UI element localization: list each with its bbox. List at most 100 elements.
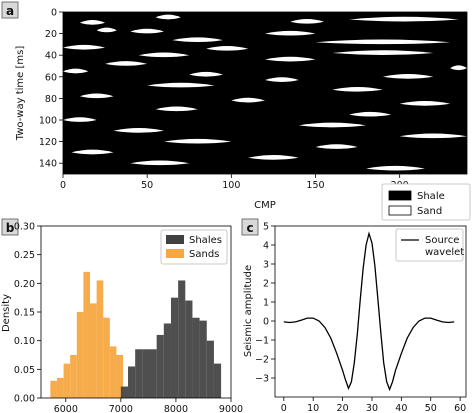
panel-c-xtick-label: 40 [395,403,407,413]
shales-histogram-bar [178,280,186,398]
sand-lens [138,52,190,58]
panel-c-label-box [241,218,259,236]
panel-a-xlabel: CMP [254,200,276,211]
sand-lens [231,97,265,103]
sands-histogram-bar [63,363,71,398]
panel-a-label: a [6,4,14,18]
sand-lens [382,74,434,79]
panel-b: b 6000 7000 8000 9000 0.00 0.05 0.10 0.15 0.20 0… [1,218,243,413]
panel-a-ytick-label: 40 [45,51,57,62]
legend-label-shale: Shale [417,191,445,202]
panel-a-ytick-label: 120 [39,137,57,148]
sands-histogram-bar [70,355,77,398]
sands-histogram-bar [76,312,84,398]
panel-b-label-box [1,218,19,236]
panel-b-label: b [6,221,15,235]
panel-a-xtick-label: 100 [222,180,240,191]
sand-lens [349,111,392,117]
panel-a-xtick-label: 50 [141,180,153,191]
legend-swatch-shale [388,190,412,201]
sands-histogram-bar [90,303,97,398]
panel-c-frame [274,225,467,398]
legend-label-sand: Sand [417,206,442,217]
sand-lens [155,106,198,112]
sand-lens [248,155,299,160]
sand-lens [315,144,358,149]
panel-c-xtick-label: 20 [337,403,349,413]
sand-lens [366,165,425,171]
sands-histogram-bar [83,271,91,398]
panel-c-ytick-label: 3 [263,260,269,271]
panel-b-legend: Shales Sands [160,229,228,265]
sand-lens [399,101,451,106]
shales-histogram-bar [192,317,200,398]
sand-lens [147,82,215,88]
sand-lens [63,44,106,50]
panel-c-xtick-label: 10 [307,403,319,413]
shales-histogram-bar [185,300,193,398]
panel-b-ytick-label: 0.05 [14,365,35,376]
panel-b-ylabel: Density [1,294,12,332]
panel-c-xtick-label: 60 [454,403,466,413]
panel-a-frame [62,11,468,175]
sands-histogram-bar [103,317,110,398]
legend-label-shales: Shales [189,235,222,246]
panel-c-ylabel: Seismic amplitude [243,265,254,357]
panel-c-legend: Source wavelet [395,228,464,262]
sand-lens [105,61,148,66]
sand-lens [332,50,434,55]
panel-b-ytick-label: 0.20 [14,279,35,290]
panel-b-ytick-label: 0.10 [14,336,35,347]
panel-a-ytick-label: 0 [51,8,57,19]
panel-a-ytick-label: 100 [39,116,57,127]
sand-lens [155,14,181,20]
panel-c-xtick-label: 0 [281,403,287,413]
panel-c-ytick-label: 5 [263,222,269,233]
panel-a-ylabel: Two-way time [ms] [15,46,26,142]
source-wavelet-line [283,231,455,392]
sand-lens [206,45,249,51]
panel-a-ytick-label: 140 [39,159,57,170]
sand-lens [130,160,190,166]
panel-a-ytick-label: 80 [45,94,57,105]
shales-histogram-bar [170,297,179,398]
sand-lens [164,138,232,144]
panel-c: c 0 10 20 30 40 50 60 −3 −2 −1 0 1 2 3 4 5 Seismic amp… [241,218,467,413]
sand-lens [349,16,459,22]
panel-b-xtick-label: 8000 [164,404,188,413]
sand-lens [290,18,324,24]
shales-histogram-bar [142,349,150,398]
panel-b-ytick-label: 0.00 [14,394,35,405]
panel-c-ytick-label: 4 [263,241,269,252]
shale-background [63,12,467,174]
legend-label-wavelet: wavelet [425,247,464,258]
sand-lens [399,133,467,139]
panel-c-ytick-label: 0 [263,317,269,328]
panel-a-label-box [1,1,19,19]
panel-c-ytick-label: 2 [263,279,269,290]
shales-histogram-bar [199,320,207,398]
legend-swatch-sands [166,249,184,258]
sand-lens [265,30,316,36]
panel-c-ytick-label: −1 [255,336,269,347]
sand-lens [79,20,106,25]
sand-lens [113,128,164,133]
panel-c-xtick-label: 50 [425,403,437,413]
panel-a-legend: Shale Sand [381,183,471,221]
panel-c-legend-box [395,228,464,262]
sand-lens [189,71,223,77]
panel-b-xtick-label: 7000 [109,404,133,413]
sand-lens [332,87,383,92]
sand-lens [79,93,114,99]
shales-histogram-bar [128,366,136,398]
sand-lens [265,56,316,62]
shales-histogram-bar [163,323,171,398]
panel-b-ytick-label: 0.25 [14,250,35,261]
shales-histogram-bar [213,363,222,398]
sands-histogram-bar [96,280,104,398]
legend-label-sands: Sands [189,249,219,260]
panel-c-xtick-label: 30 [366,403,378,413]
panel-c-ytick-label: 1 [263,298,269,309]
